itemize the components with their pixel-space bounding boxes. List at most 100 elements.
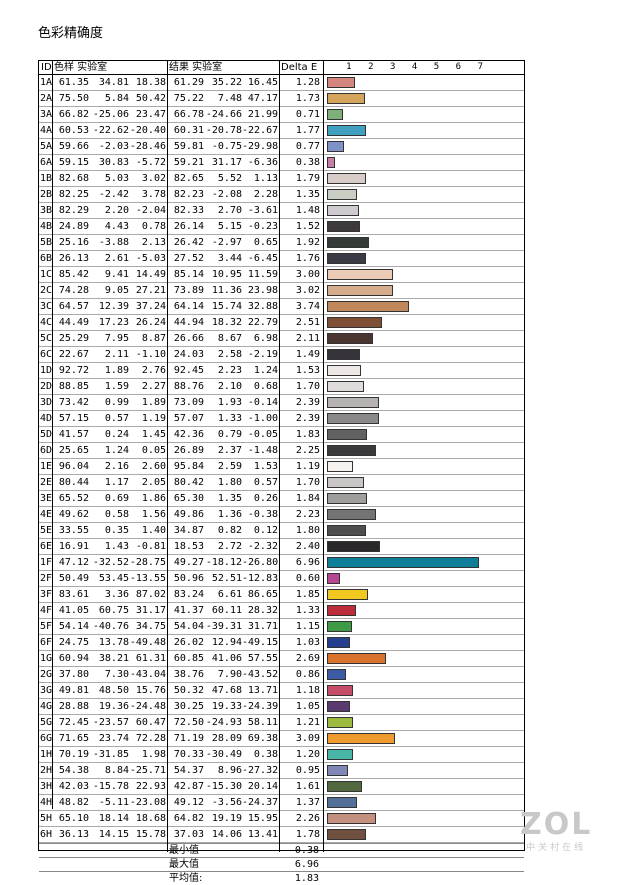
table-row: 3A 66.82 -25.06 23.47 66.78 -24.66 21.99 0.71 (39, 107, 524, 123)
table-row: 6C 22.67 2.11 -1.10 24.03 2.58 -2.19 1.49 (39, 347, 524, 363)
cell-res-a: 47.68 (211, 685, 242, 696)
cell-delta-e: 1.73 (295, 93, 320, 104)
delta-e-bar (327, 541, 380, 552)
cell-res-b: -24.37 (242, 797, 279, 808)
cell-ref-b: -20.40 (129, 125, 166, 136)
cell-res-l: 26.14 (173, 221, 204, 232)
cell-res-l: 34.87 (173, 525, 204, 536)
cell-ref-b: -0.81 (135, 541, 166, 552)
cell-res-a: -2.08 (211, 189, 242, 200)
cell-id: 4F (40, 605, 53, 616)
cell-ref-b: 3.78 (141, 189, 166, 200)
cell-id: 2C (40, 285, 53, 296)
cell-res-l: 61.29 (173, 77, 204, 88)
table-row: 3F 83.61 3.36 87.02 83.24 6.61 86.65 1.85 (39, 587, 524, 603)
summary-label: 最大值 (169, 859, 199, 870)
cell-res-a: 15.74 (211, 301, 242, 312)
cell-id: 3E (40, 493, 53, 504)
cell-res-l: 42.87 (173, 781, 204, 792)
cell-res-b: 28.32 (247, 605, 278, 616)
cell-res-a: 35.22 (211, 77, 242, 88)
cell-res-l: 95.84 (173, 461, 204, 472)
cell-ref-b: 1.45 (141, 429, 166, 440)
table-row: 6E 16.91 1.43 -0.81 18.53 2.72 -2.32 2.40 (39, 539, 524, 555)
cell-res-l: 73.09 (173, 397, 204, 408)
cell-id: 5D (40, 429, 53, 440)
cell-res-a: 11.36 (211, 285, 242, 296)
cell-res-a: 7.48 (217, 93, 242, 104)
cell-res-b: -12.83 (242, 573, 279, 584)
header-result: 结果 实验室 (169, 62, 223, 73)
cell-ref-a: -2.03 (98, 141, 129, 152)
delta-e-bar (327, 221, 361, 232)
cell-ref-b: 2.76 (141, 365, 166, 376)
table-row: 6B 26.13 2.61 -5.03 27.52 3.44 -6.45 1.76 (39, 251, 524, 267)
table-row: 5F 54.14 -40.76 34.75 54.04 -39.31 31.71 1.15 (39, 619, 524, 635)
cell-ref-a: 53.45 (98, 573, 129, 584)
cell-res-b: -0.23 (247, 221, 278, 232)
cell-id: 4E (40, 509, 53, 520)
cell-delta-e: 1.84 (295, 493, 320, 504)
table-row: 3G 49.81 48.50 15.76 50.32 47.68 13.71 1.18 (39, 683, 524, 699)
cell-ref-a: 0.69 (104, 493, 129, 504)
cell-ref-l: 16.91 (58, 541, 89, 552)
table-row: 5B 25.16 -3.88 2.13 26.42 -2.97 0.65 1.92 (39, 235, 524, 251)
cell-res-a: 19.33 (211, 701, 242, 712)
cell-delta-e: 1.49 (295, 349, 320, 360)
delta-e-bar (327, 237, 370, 248)
cell-ref-l: 59.66 (58, 141, 89, 152)
delta-e-bar (327, 173, 367, 184)
cell-res-l: 70.33 (173, 749, 204, 760)
table-row: 2F 50.49 53.45 -13.55 50.96 52.51 -12.83 0.60 (39, 571, 524, 587)
cell-ref-b: 72.28 (135, 733, 166, 744)
cell-ref-b: 31.17 (135, 605, 166, 616)
cell-ref-l: 75.50 (58, 93, 89, 104)
delta-e-bar (327, 829, 366, 840)
cell-ref-l: 82.25 (58, 189, 89, 200)
cell-res-a: 2.23 (217, 365, 242, 376)
x-tick-label: 6 (455, 62, 462, 72)
cell-res-b: -1.48 (247, 445, 278, 456)
cell-delta-e: 3.09 (295, 733, 320, 744)
cell-res-a: 2.58 (217, 349, 242, 360)
cell-res-l: 80.42 (173, 477, 204, 488)
cell-res-l: 65.30 (173, 493, 204, 504)
cell-delta-e: 1.48 (295, 205, 320, 216)
cell-ref-b: 1.40 (141, 525, 166, 536)
table-row: 3E 65.52 0.69 1.86 65.30 1.35 0.26 1.84 (39, 491, 524, 507)
cell-ref-a: -25.06 (92, 109, 129, 120)
delta-e-bar (327, 509, 376, 520)
cell-id: 3A (40, 109, 53, 120)
cell-res-b: -26.80 (242, 557, 279, 568)
cell-ref-a: -15.78 (92, 781, 129, 792)
cell-delta-e: 2.51 (295, 317, 320, 328)
cell-id: 5C (40, 333, 53, 344)
cell-ref-b: 2.27 (141, 381, 166, 392)
cell-delta-e: 1.20 (295, 749, 320, 760)
cell-res-l: 66.78 (173, 109, 204, 120)
cell-id: 3B (40, 205, 53, 216)
cell-ref-b: -23.08 (129, 797, 166, 808)
table-row: 4B 24.89 4.43 0.78 26.14 5.15 -0.23 1.52 (39, 219, 524, 235)
delta-e-bar (327, 733, 395, 744)
cell-ref-l: 22.67 (58, 349, 89, 360)
summary-value: 0.38 (294, 845, 319, 856)
cell-res-l: 75.22 (173, 93, 204, 104)
cell-ref-a: 12.39 (98, 301, 129, 312)
cell-ref-b: 26.24 (135, 317, 166, 328)
summary-label: 最小值 (169, 845, 199, 856)
cell-res-l: 50.96 (173, 573, 204, 584)
cell-ref-l: 48.82 (58, 797, 89, 808)
cell-id: 6E (40, 541, 53, 552)
cell-ref-b: -13.55 (129, 573, 166, 584)
cell-id: 4G (40, 701, 53, 712)
cell-res-a: -39.31 (205, 621, 242, 632)
table-row: 2B 82.25 -2.42 3.78 82.23 -2.08 2.28 1.35 (39, 187, 524, 203)
cell-ref-b: -49.48 (129, 637, 166, 648)
delta-e-bar (327, 285, 394, 296)
cell-ref-a: -32.52 (92, 557, 129, 568)
cell-delta-e: 3.02 (295, 285, 320, 296)
table-header: ID 色样 实验室 结果 实验室 Delta E (39, 61, 524, 75)
cell-delta-e: 0.86 (295, 669, 320, 680)
delta-e-bar (327, 589, 368, 600)
